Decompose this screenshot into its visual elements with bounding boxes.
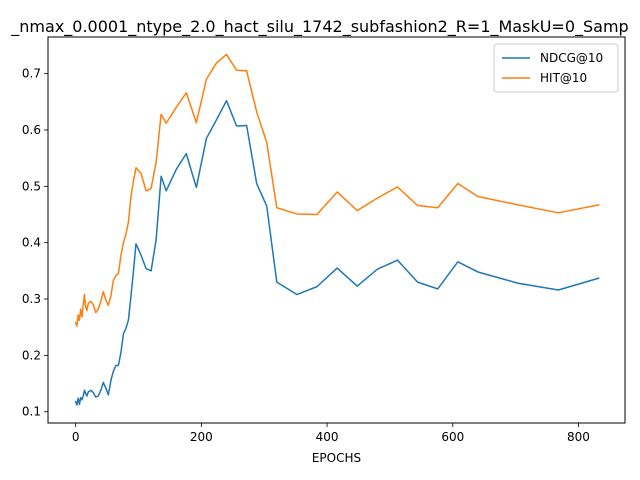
y-tick-label: 0.2 <box>22 348 41 362</box>
y-tick-label: 0.5 <box>22 179 41 193</box>
legend-label: NDCG@10 <box>540 51 603 65</box>
legend: NDCG@10 HIT@10 <box>493 43 619 93</box>
legend-label: HIT@10 <box>540 71 587 85</box>
plot-area <box>74 53 600 406</box>
y-tick-label: 0.1 <box>22 405 41 419</box>
plot-frame <box>47 36 626 424</box>
x-axis-label: EPOCHS <box>312 451 361 465</box>
legend-box <box>493 43 619 93</box>
x-tick-label: 0 <box>72 430 80 444</box>
series-line-hit-10 <box>74 53 600 327</box>
y-tick-label: 0.3 <box>22 292 41 306</box>
x-axis-ticks: 0 200 400 600 800 <box>72 423 590 444</box>
y-axis-ticks: 0.1 0.2 0.3 0.4 0.5 0.6 0.7 <box>22 67 48 419</box>
series-line-ndcg-10 <box>74 99 600 406</box>
x-tick-label: 400 <box>316 430 339 444</box>
x-tick-label: 600 <box>441 430 464 444</box>
chart-title: _nmax_0.0001_ntype_2.0_hact_silu_1742_su… <box>10 17 628 37</box>
y-tick-label: 0.4 <box>22 236 41 250</box>
x-tick-label: 200 <box>190 430 213 444</box>
y-tick-label: 0.6 <box>22 123 41 137</box>
y-tick-label: 0.7 <box>22 67 41 81</box>
x-tick-label: 800 <box>567 430 590 444</box>
